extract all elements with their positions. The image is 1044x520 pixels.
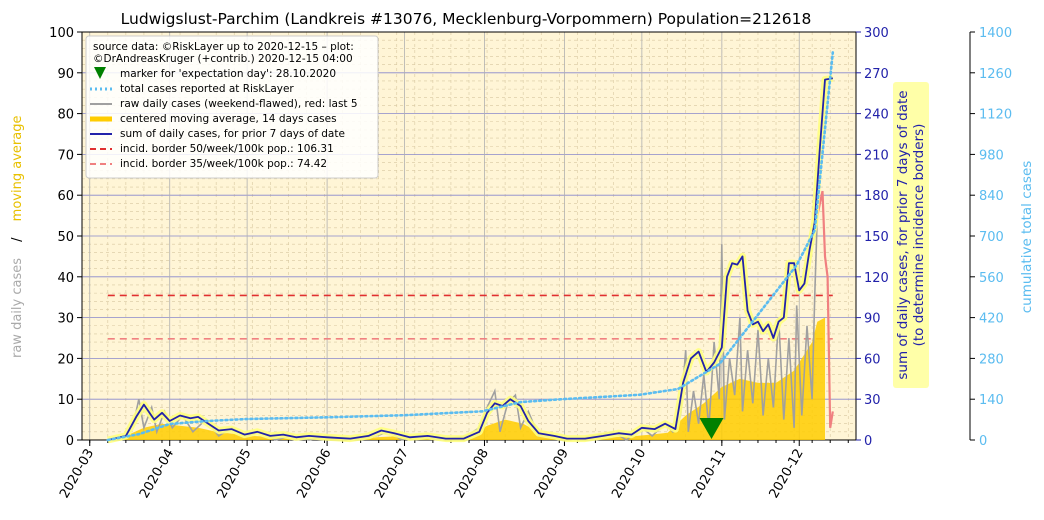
left-axis-label: raw daily cases / moving average	[10, 116, 25, 358]
legend-marker-triangle-icon	[94, 67, 106, 79]
right-axis-1-label-box	[893, 82, 929, 388]
chart-title: Ludwigslust-Parchim (Landkreis #13076, M…	[121, 10, 812, 28]
cumulative-line	[106, 51, 835, 442]
left-tick-label: 70	[57, 148, 74, 163]
right1-tick-label: 30	[864, 393, 881, 408]
left-tick-label: 0	[66, 434, 74, 449]
left-tick-label: 50	[57, 230, 74, 245]
left-tick-label: 60	[57, 189, 74, 204]
left-tick-label: 30	[57, 312, 74, 327]
x-tick-label: 2020-06	[294, 447, 334, 502]
x-tick-label: 2020-11	[689, 447, 729, 502]
left-axis-label-ma-part: moving average	[10, 116, 25, 222]
right2-tick-label: 0	[979, 434, 987, 449]
right1-tick-label: 60	[864, 352, 881, 367]
legend-item-sum7: sum of daily cases, for prior 7 days of …	[120, 128, 345, 140]
left-tick-label: 80	[57, 108, 74, 123]
legend-item-total: total cases reported at RiskLayer	[120, 83, 294, 95]
left-tick-label: 20	[57, 352, 74, 367]
right1-tick-label: 210	[864, 148, 889, 163]
legend: source data: ©RiskLayer up to 2020-12-15…	[85, 35, 379, 179]
right2-tick-label: 280	[979, 352, 1004, 367]
x-tick-label: 2020-08	[452, 447, 492, 502]
legend-item-moving-average: centered moving average, 14 days cases	[120, 113, 337, 125]
raw-recent-line	[816, 190, 834, 428]
right2-tick-label: 980	[979, 148, 1004, 163]
expectation-day-marker-icon	[699, 418, 724, 439]
legend-item-expectation-day: marker for 'expectation day': 28.10.2020	[120, 68, 336, 80]
right2-tick-label: 140	[979, 393, 1004, 408]
left-axis-label-raw-part: raw daily cases	[10, 258, 25, 358]
left-tick-label: 10	[57, 393, 74, 408]
legend-item-raw: raw daily cases (weekend-flawed), red: l…	[120, 98, 358, 110]
x-tick-label: 2020-04	[137, 447, 177, 502]
moving-average-area	[107, 317, 826, 440]
left-tick-label: 90	[57, 67, 74, 82]
right2-tick-label: 700	[979, 230, 1004, 245]
right2-tick-label: 560	[979, 271, 1004, 286]
legend-source-line-1: source data: ©RiskLayer up to 2020-12-15…	[93, 41, 354, 53]
x-tick-label: 2020-09	[532, 447, 572, 502]
x-tick-label: 2020-10	[609, 447, 649, 502]
left-tick-label: 40	[57, 271, 74, 286]
right1-tick-label: 150	[864, 230, 889, 245]
x-tick-label: 2020-05	[214, 447, 254, 502]
right-axis-1-label-line-2: (to determine incidence borders)	[911, 124, 927, 347]
right2-tick-label: 1120	[979, 108, 1012, 123]
right2-tick-label: 1260	[979, 67, 1012, 82]
right1-tick-label: 90	[864, 312, 881, 327]
left-axis-label-separator: /	[10, 237, 25, 242]
right1-tick-label: 0	[864, 434, 872, 449]
right1-tick-label: 270	[864, 67, 889, 82]
x-tick-label: 2020-07	[372, 447, 412, 502]
right1-tick-label: 240	[864, 108, 889, 123]
right-axis-1-label-line-1: sum of daily cases, for prior 7 days of …	[895, 90, 911, 379]
left-tick-label: 100	[49, 26, 74, 41]
right2-tick-label: 840	[979, 189, 1004, 204]
legend-source-line-2: ©DrAndreasKruger (+contrib.) 2020-12-15 …	[93, 53, 353, 65]
x-tick-label: 2020-03	[57, 447, 97, 502]
legend-box	[85, 35, 379, 179]
right1-tick-label: 120	[864, 271, 889, 286]
right2-tick-label: 1400	[979, 26, 1012, 41]
sum7-line	[107, 77, 833, 441]
legend-item-incid50: incid. border 50/week/100k pop.: 106.31	[120, 143, 334, 155]
x-tick-label: 2020-12	[767, 447, 807, 502]
chart-marks	[106, 51, 835, 444]
right1-tick-label: 180	[864, 189, 889, 204]
right-axis-2-label: cumulative total cases	[1019, 161, 1035, 314]
right2-tick-label: 420	[979, 312, 1004, 327]
right1-tick-label: 300	[864, 26, 889, 41]
legend-item-incid35: incid. border 35/week/100k pop.: 74.42	[120, 158, 327, 170]
